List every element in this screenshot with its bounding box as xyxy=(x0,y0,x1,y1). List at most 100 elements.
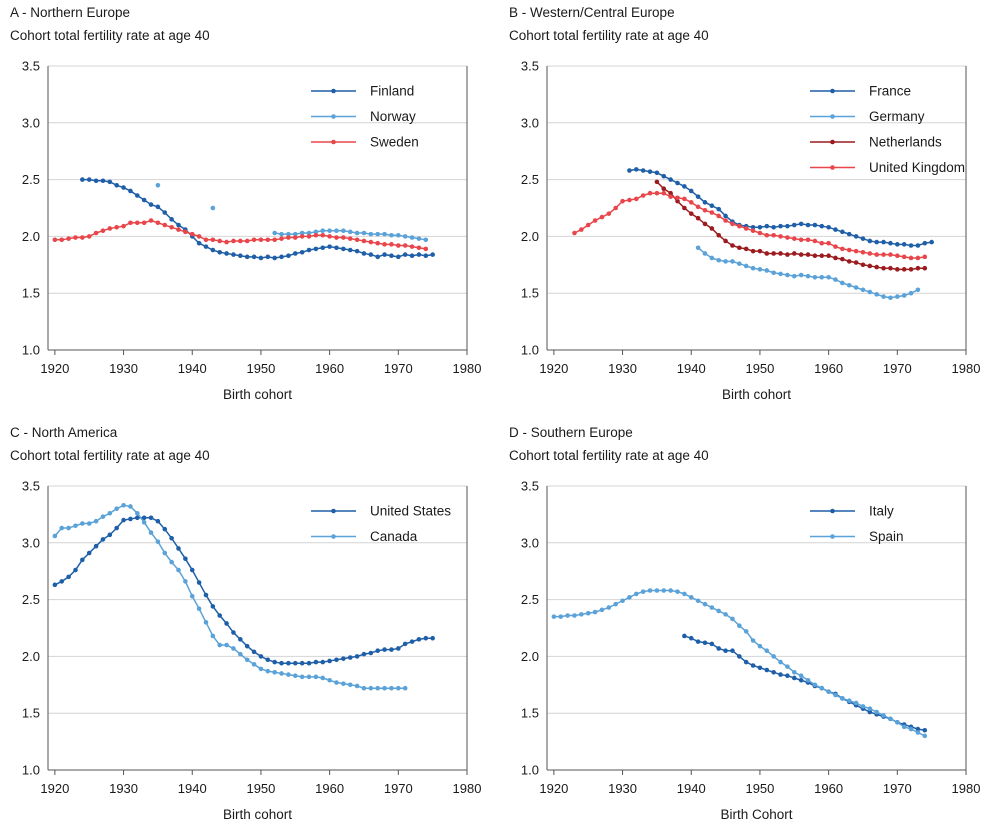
legend-label: Finland xyxy=(370,84,414,99)
data-point xyxy=(73,235,78,240)
data-point xyxy=(750,638,756,643)
x-tick-label: 1950 xyxy=(745,781,774,796)
data-point xyxy=(682,196,687,202)
legend-marker xyxy=(830,88,835,94)
data-point xyxy=(155,182,161,188)
data-point xyxy=(299,230,305,236)
data-point xyxy=(396,646,401,651)
data-point xyxy=(128,504,133,509)
data-point xyxy=(100,178,106,184)
data-point xyxy=(107,226,113,231)
data-point xyxy=(908,255,914,261)
data-point xyxy=(203,244,209,249)
data-point xyxy=(840,280,845,286)
data-point xyxy=(121,185,126,190)
data-point xyxy=(702,601,708,607)
data-point xyxy=(251,649,257,655)
data-point xyxy=(716,608,722,614)
data-point xyxy=(286,235,291,240)
data-point xyxy=(423,253,429,259)
data-point xyxy=(922,254,928,260)
data-point xyxy=(888,265,893,271)
data-point xyxy=(155,220,161,226)
data-point xyxy=(306,234,312,239)
data-point xyxy=(716,646,722,651)
y-axis-label: Cohort total fertility rate at age 40 xyxy=(10,28,210,43)
data-point xyxy=(162,550,168,556)
data-point xyxy=(840,246,845,252)
data-point xyxy=(833,277,838,282)
data-point xyxy=(334,235,339,240)
data-point xyxy=(299,234,305,239)
data-point xyxy=(299,674,305,680)
data-point xyxy=(682,633,687,639)
data-point xyxy=(620,598,625,604)
panel-title: B - Western/Central Europe xyxy=(509,5,675,20)
data-point xyxy=(840,696,845,701)
data-point xyxy=(279,660,284,666)
data-point xyxy=(654,588,660,593)
x-axis-label: Birth Cohort xyxy=(720,807,792,822)
data-point xyxy=(183,229,188,235)
x-tick-label: 1970 xyxy=(883,361,912,376)
data-point xyxy=(812,253,818,259)
data-point xyxy=(224,642,229,648)
data-point xyxy=(668,177,673,182)
data-point xyxy=(585,222,591,228)
data-point xyxy=(203,592,209,598)
legend-marker xyxy=(830,534,835,539)
data-point xyxy=(93,518,99,524)
data-point xyxy=(778,659,783,665)
data-point xyxy=(155,518,161,524)
legend-label: Italy xyxy=(869,504,894,519)
data-point xyxy=(860,236,866,241)
data-point xyxy=(709,203,715,209)
legend-label: Norway xyxy=(370,109,416,124)
data-point xyxy=(592,609,598,615)
data-point xyxy=(306,247,312,253)
data-point xyxy=(347,229,353,235)
data-point xyxy=(155,539,161,544)
data-point xyxy=(895,253,900,259)
data-point xyxy=(217,250,223,255)
data-point xyxy=(688,188,694,194)
legend: United States Canada xyxy=(311,504,451,544)
data-point xyxy=(750,265,756,271)
data-point xyxy=(798,673,804,679)
data-point xyxy=(867,251,873,256)
data-point xyxy=(647,169,653,174)
data-point xyxy=(743,263,749,269)
data-point xyxy=(244,254,250,260)
data-point xyxy=(737,261,742,266)
data-point xyxy=(361,251,367,256)
x-axis-label: Birth cohort xyxy=(223,807,292,822)
data-point xyxy=(675,195,680,201)
series-spain xyxy=(551,588,928,739)
data-point xyxy=(306,660,312,666)
chart-svg: 1.0 1.5 2.0 2.5 3.0 3.5 1920 1930 1940 1950 1960 19… xyxy=(521,479,981,823)
data-point xyxy=(292,251,298,256)
data-point xyxy=(292,673,298,679)
data-point xyxy=(238,637,243,642)
data-point xyxy=(888,240,893,246)
x-tick-label: 1940 xyxy=(677,781,706,796)
data-point xyxy=(114,182,119,188)
data-point xyxy=(292,660,298,666)
data-point xyxy=(341,228,346,234)
data-point xyxy=(80,235,85,240)
data-point xyxy=(908,267,914,272)
data-point xyxy=(572,613,577,618)
legend: Finland Norway Sweden xyxy=(311,84,419,150)
data-point xyxy=(73,567,78,573)
data-point xyxy=(895,294,900,299)
data-point xyxy=(874,292,879,297)
series-finland xyxy=(80,177,435,261)
data-point xyxy=(682,591,687,597)
data-point xyxy=(798,237,804,243)
data-point xyxy=(860,287,866,293)
data-point xyxy=(723,238,728,244)
data-point xyxy=(627,197,632,203)
data-point xyxy=(114,225,119,230)
data-point xyxy=(375,648,381,654)
data-point xyxy=(100,537,106,542)
